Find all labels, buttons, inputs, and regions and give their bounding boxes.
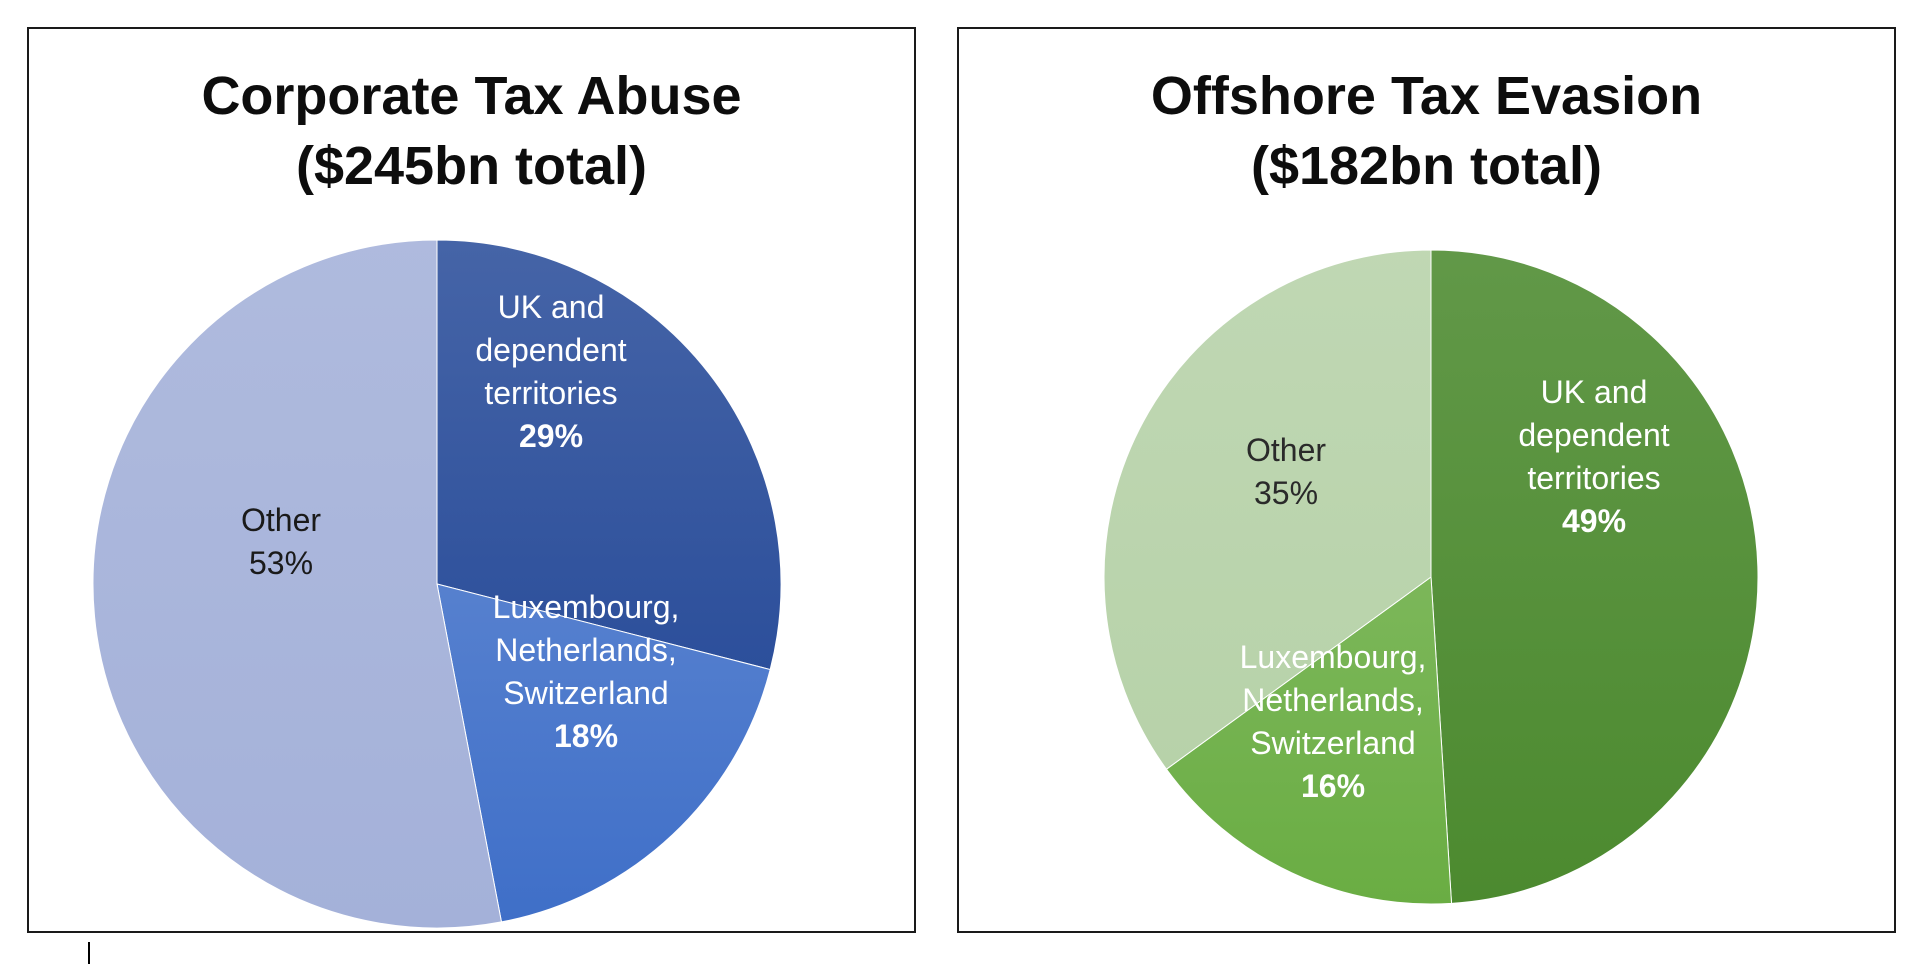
slice-label-text: dependent xyxy=(475,332,626,368)
slice-percent-label: 49% xyxy=(1562,503,1626,539)
slice-label-text: territories xyxy=(484,375,617,411)
slice-percent-label: 29% xyxy=(519,418,583,454)
text-cursor xyxy=(88,942,90,964)
slice-label: UK and dependent territories 29% xyxy=(475,289,626,454)
slice-label-text: Luxembourg, xyxy=(493,589,680,625)
slice-label-text: UK and xyxy=(1541,374,1648,410)
pie-slice xyxy=(436,239,782,671)
pie-slice xyxy=(92,239,503,929)
slice-label-text: Other xyxy=(1246,432,1326,468)
slice-label: UK and dependent territories 49% xyxy=(1518,374,1669,539)
slice-percent-label: 35% xyxy=(1254,475,1318,511)
pie-slice xyxy=(436,583,771,923)
slice-percent-label: 53% xyxy=(249,545,313,581)
pie-chart-offshore: UK and dependent territories 49% Luxembourg,… xyxy=(1103,249,1759,905)
chart-title: Corporate Tax Abuse ($245bn total) xyxy=(29,61,914,201)
slice-label: Luxembourg, Netherlands, Switzerland 16% xyxy=(1240,639,1427,804)
chart-title: Offshore Tax Evasion ($182bn total) xyxy=(959,61,1894,201)
chart-title-line: Offshore Tax Evasion xyxy=(1150,66,1703,126)
pie-slice xyxy=(1430,249,1759,904)
slice-label: Other 53% xyxy=(241,502,321,581)
slice-label-text: Luxembourg, xyxy=(1240,639,1427,675)
slice-percent-label: 16% xyxy=(1301,768,1365,804)
chart-title-line: Corporate Tax Abuse xyxy=(201,66,742,126)
slice-label-text: Other xyxy=(241,502,321,538)
chart-panel-offshore: Offshore Tax Evasion ($182bn total) UK a… xyxy=(957,27,1896,933)
slice-percent-label: 18% xyxy=(554,718,618,754)
chart-subtitle-line: ($245bn total) xyxy=(295,136,648,196)
chart-panel-corporate: Corporate Tax Abuse ($245bn total) UK an… xyxy=(27,27,916,933)
slice-label-text: UK and xyxy=(498,289,605,325)
slice-label-text: dependent xyxy=(1518,417,1669,453)
slice-label-text: Netherlands, xyxy=(1242,682,1423,718)
slice-label-text: Switzerland xyxy=(503,675,668,711)
pie-slice xyxy=(1165,576,1453,905)
slice-label-text: territories xyxy=(1527,460,1660,496)
pie-chart-corporate: UK and dependent territories 29% Luxembourg,… xyxy=(92,239,782,929)
slice-label-text: Switzerland xyxy=(1250,725,1415,761)
slice-label: Other 35% xyxy=(1246,432,1326,511)
chart-subtitle-line: ($182bn total) xyxy=(1250,136,1603,196)
slice-label-text: Netherlands, xyxy=(495,632,676,668)
slice-label: Luxembourg, Netherlands, Switzerland 18% xyxy=(493,589,680,754)
pie-slice xyxy=(1103,249,1432,770)
